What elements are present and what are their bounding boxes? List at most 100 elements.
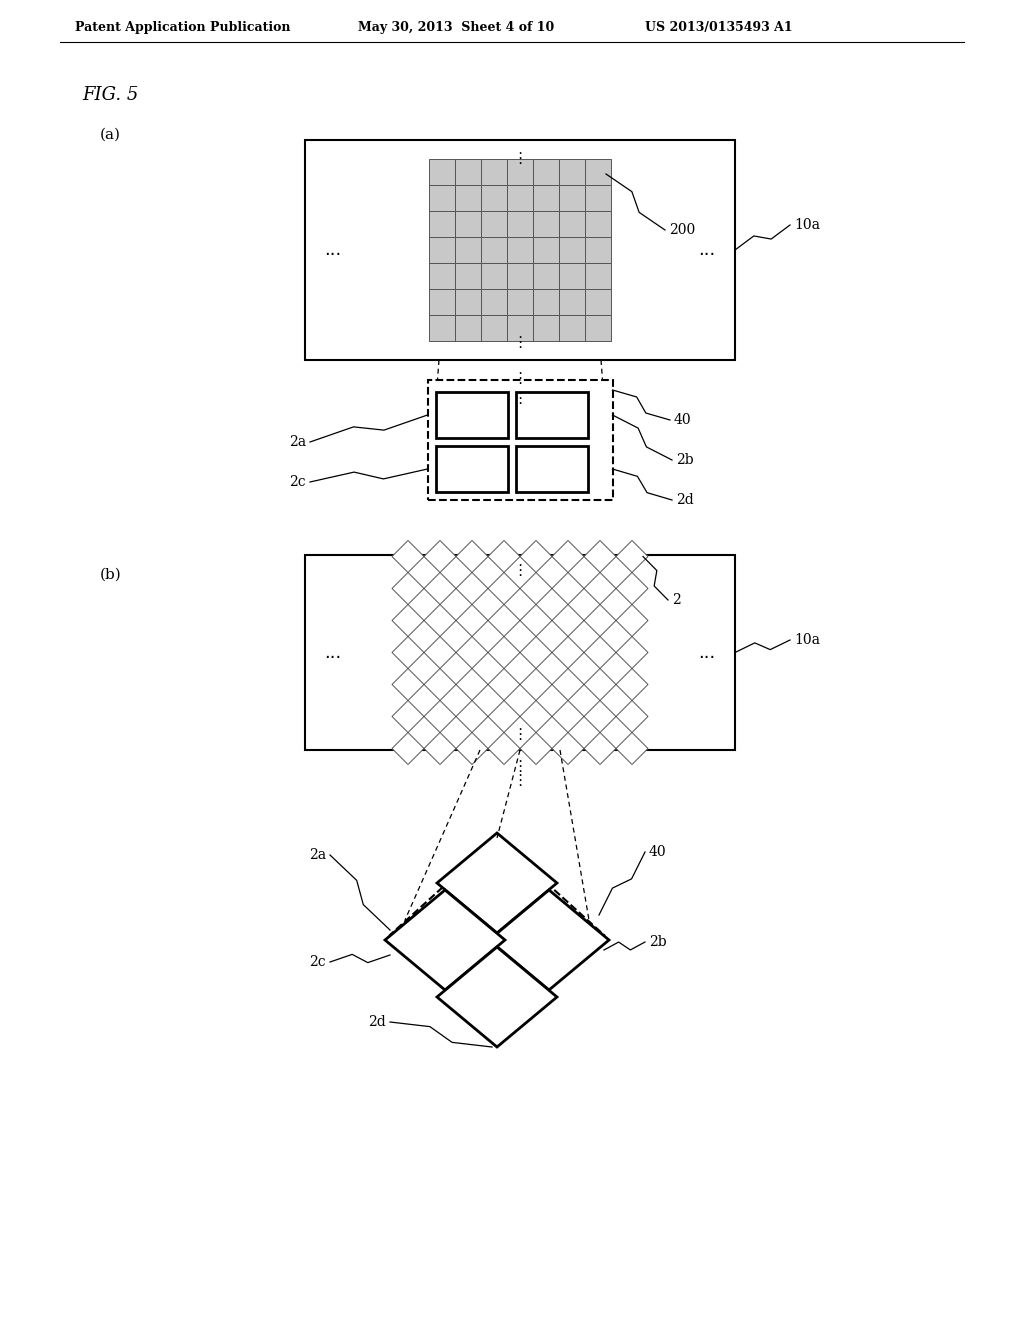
Bar — [481, 263, 507, 289]
Polygon shape — [489, 890, 609, 990]
Polygon shape — [552, 701, 584, 733]
Polygon shape — [584, 636, 616, 668]
Bar — [455, 185, 481, 211]
Text: May 30, 2013  Sheet 4 of 10: May 30, 2013 Sheet 4 of 10 — [358, 21, 554, 34]
Bar — [429, 185, 455, 211]
Polygon shape — [456, 668, 488, 701]
Bar — [585, 238, 611, 263]
Bar — [429, 238, 455, 263]
Polygon shape — [520, 540, 552, 573]
Polygon shape — [552, 636, 584, 668]
Text: US 2013/0135493 A1: US 2013/0135493 A1 — [645, 21, 793, 34]
Bar — [507, 289, 534, 315]
Bar — [534, 289, 559, 315]
Polygon shape — [520, 668, 552, 701]
Polygon shape — [584, 668, 616, 701]
Text: 2b: 2b — [649, 935, 667, 949]
Text: Patent Application Publication: Patent Application Publication — [75, 21, 291, 34]
Bar — [507, 263, 534, 289]
Text: 2a: 2a — [309, 847, 326, 862]
Polygon shape — [584, 540, 616, 573]
Polygon shape — [616, 573, 648, 605]
Bar — [481, 158, 507, 185]
Polygon shape — [392, 636, 424, 668]
Text: FIG. 5: FIG. 5 — [82, 86, 138, 104]
Polygon shape — [392, 701, 424, 733]
Text: 10a: 10a — [794, 634, 820, 647]
Polygon shape — [392, 605, 424, 636]
Polygon shape — [616, 540, 648, 573]
Polygon shape — [456, 733, 488, 764]
Polygon shape — [552, 573, 584, 605]
Polygon shape — [424, 573, 456, 605]
Bar — [585, 211, 611, 238]
Text: ⋮: ⋮ — [512, 772, 527, 788]
Polygon shape — [456, 636, 488, 668]
Polygon shape — [520, 636, 552, 668]
Bar — [507, 315, 534, 341]
Bar — [481, 289, 507, 315]
Polygon shape — [456, 540, 488, 573]
Polygon shape — [456, 605, 488, 636]
Polygon shape — [437, 833, 557, 933]
Polygon shape — [424, 668, 456, 701]
Bar — [534, 238, 559, 263]
Polygon shape — [488, 733, 520, 764]
Bar — [481, 185, 507, 211]
Polygon shape — [424, 540, 456, 573]
Bar — [559, 289, 585, 315]
Bar — [429, 315, 455, 341]
Polygon shape — [616, 701, 648, 733]
Polygon shape — [616, 733, 648, 764]
Bar — [515, 446, 588, 492]
Polygon shape — [390, 838, 604, 1032]
Text: 40: 40 — [649, 845, 667, 859]
Text: ...: ... — [325, 644, 342, 661]
Bar — [559, 238, 585, 263]
Bar — [534, 315, 559, 341]
Bar — [305, 140, 735, 360]
Bar — [429, 263, 455, 289]
Bar — [585, 289, 611, 315]
Text: 10a: 10a — [794, 218, 820, 232]
Polygon shape — [488, 540, 520, 573]
Text: 2d: 2d — [369, 1015, 386, 1030]
Polygon shape — [616, 605, 648, 636]
Text: ⋮: ⋮ — [512, 391, 527, 405]
Text: (a): (a) — [100, 128, 121, 143]
Polygon shape — [520, 573, 552, 605]
Bar — [507, 158, 534, 185]
Text: 200: 200 — [669, 223, 695, 238]
Polygon shape — [392, 573, 424, 605]
Polygon shape — [456, 573, 488, 605]
Bar — [435, 392, 508, 438]
Bar — [507, 238, 534, 263]
Bar — [585, 315, 611, 341]
Bar — [507, 185, 534, 211]
Text: (b): (b) — [100, 568, 122, 582]
Polygon shape — [584, 605, 616, 636]
Bar — [455, 211, 481, 238]
Bar — [507, 211, 534, 238]
Text: ⋮: ⋮ — [512, 726, 527, 742]
Text: ⋮: ⋮ — [512, 334, 527, 350]
Text: 2c: 2c — [309, 954, 326, 969]
Polygon shape — [456, 701, 488, 733]
Bar — [429, 158, 455, 185]
Polygon shape — [488, 605, 520, 636]
Polygon shape — [424, 701, 456, 733]
Polygon shape — [488, 668, 520, 701]
Bar — [559, 263, 585, 289]
Bar — [559, 185, 585, 211]
Bar — [585, 263, 611, 289]
Text: ⋮: ⋮ — [512, 564, 527, 578]
Polygon shape — [424, 636, 456, 668]
Bar — [559, 315, 585, 341]
Polygon shape — [392, 540, 424, 573]
Text: ⋮: ⋮ — [512, 371, 527, 385]
Polygon shape — [437, 946, 557, 1047]
Text: 40: 40 — [674, 413, 691, 426]
Polygon shape — [584, 733, 616, 764]
Bar — [455, 289, 481, 315]
Polygon shape — [424, 605, 456, 636]
